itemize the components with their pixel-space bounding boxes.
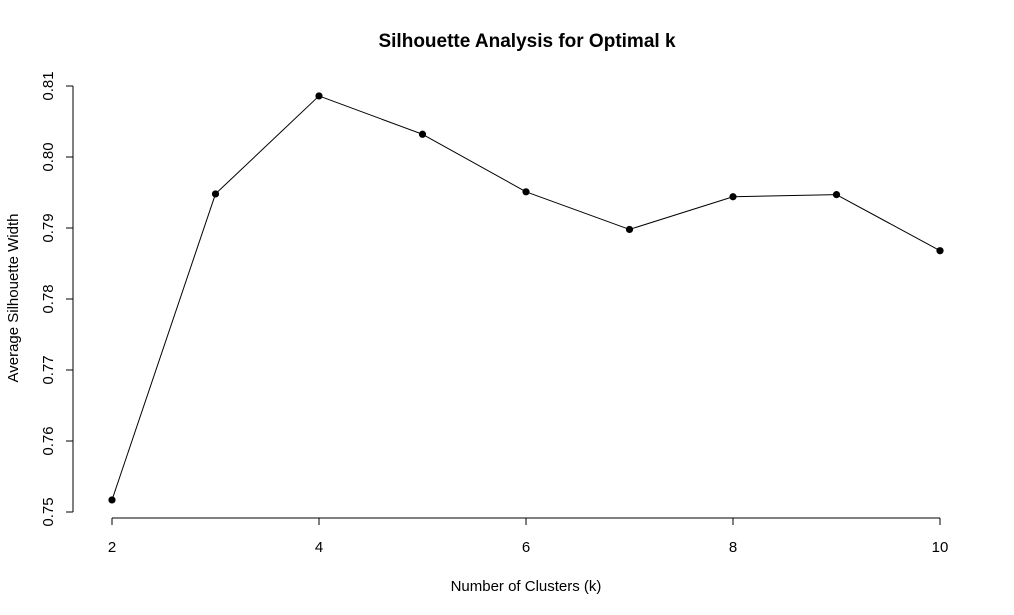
- series-line-segment: [318, 95, 423, 135]
- y-axis-label: Average Silhouette Width: [5, 214, 22, 383]
- data-point: [522, 188, 530, 196]
- y-tick-label: 0.81: [40, 71, 57, 100]
- data-series: [108, 92, 944, 504]
- series-line-segment: [629, 196, 734, 230]
- y-tick-label: 0.77: [40, 355, 57, 384]
- x-tick-label: 4: [315, 539, 323, 556]
- data-point: [108, 496, 116, 504]
- y-tick-label: 0.75: [40, 497, 57, 526]
- y-tick-label: 0.80: [40, 142, 57, 171]
- data-point: [832, 191, 841, 199]
- x-tick-label: 10: [932, 539, 949, 556]
- chart-title: Silhouette Analysis for Optimal k: [378, 31, 675, 52]
- series-line-segment: [525, 191, 630, 230]
- series-line-segment: [111, 193, 216, 501]
- x-tick-label: 8: [729, 539, 737, 556]
- data-point: [729, 193, 737, 201]
- data-point: [315, 92, 323, 100]
- series-line-segment: [422, 133, 527, 193]
- data-point: [936, 247, 944, 255]
- x-tick-label: 6: [522, 539, 530, 556]
- data-point: [625, 225, 634, 234]
- y-tick-label: 0.78: [40, 284, 57, 313]
- series-line-segment: [836, 194, 941, 252]
- x-axis-label: Number of Clusters (k): [451, 578, 602, 595]
- y-tick-label: 0.79: [40, 213, 57, 242]
- y-tick-label: 0.76: [40, 426, 57, 455]
- axes: 2 4 6 8 10 0.75 0.76 0.77 0.78 0.79 0.80 0.81: [40, 71, 948, 556]
- data-point: [418, 130, 427, 138]
- data-point: [211, 190, 220, 198]
- x-tick-label: 2: [108, 539, 116, 556]
- series-line-segment: [732, 194, 837, 198]
- series-line-segment: [215, 95, 320, 195]
